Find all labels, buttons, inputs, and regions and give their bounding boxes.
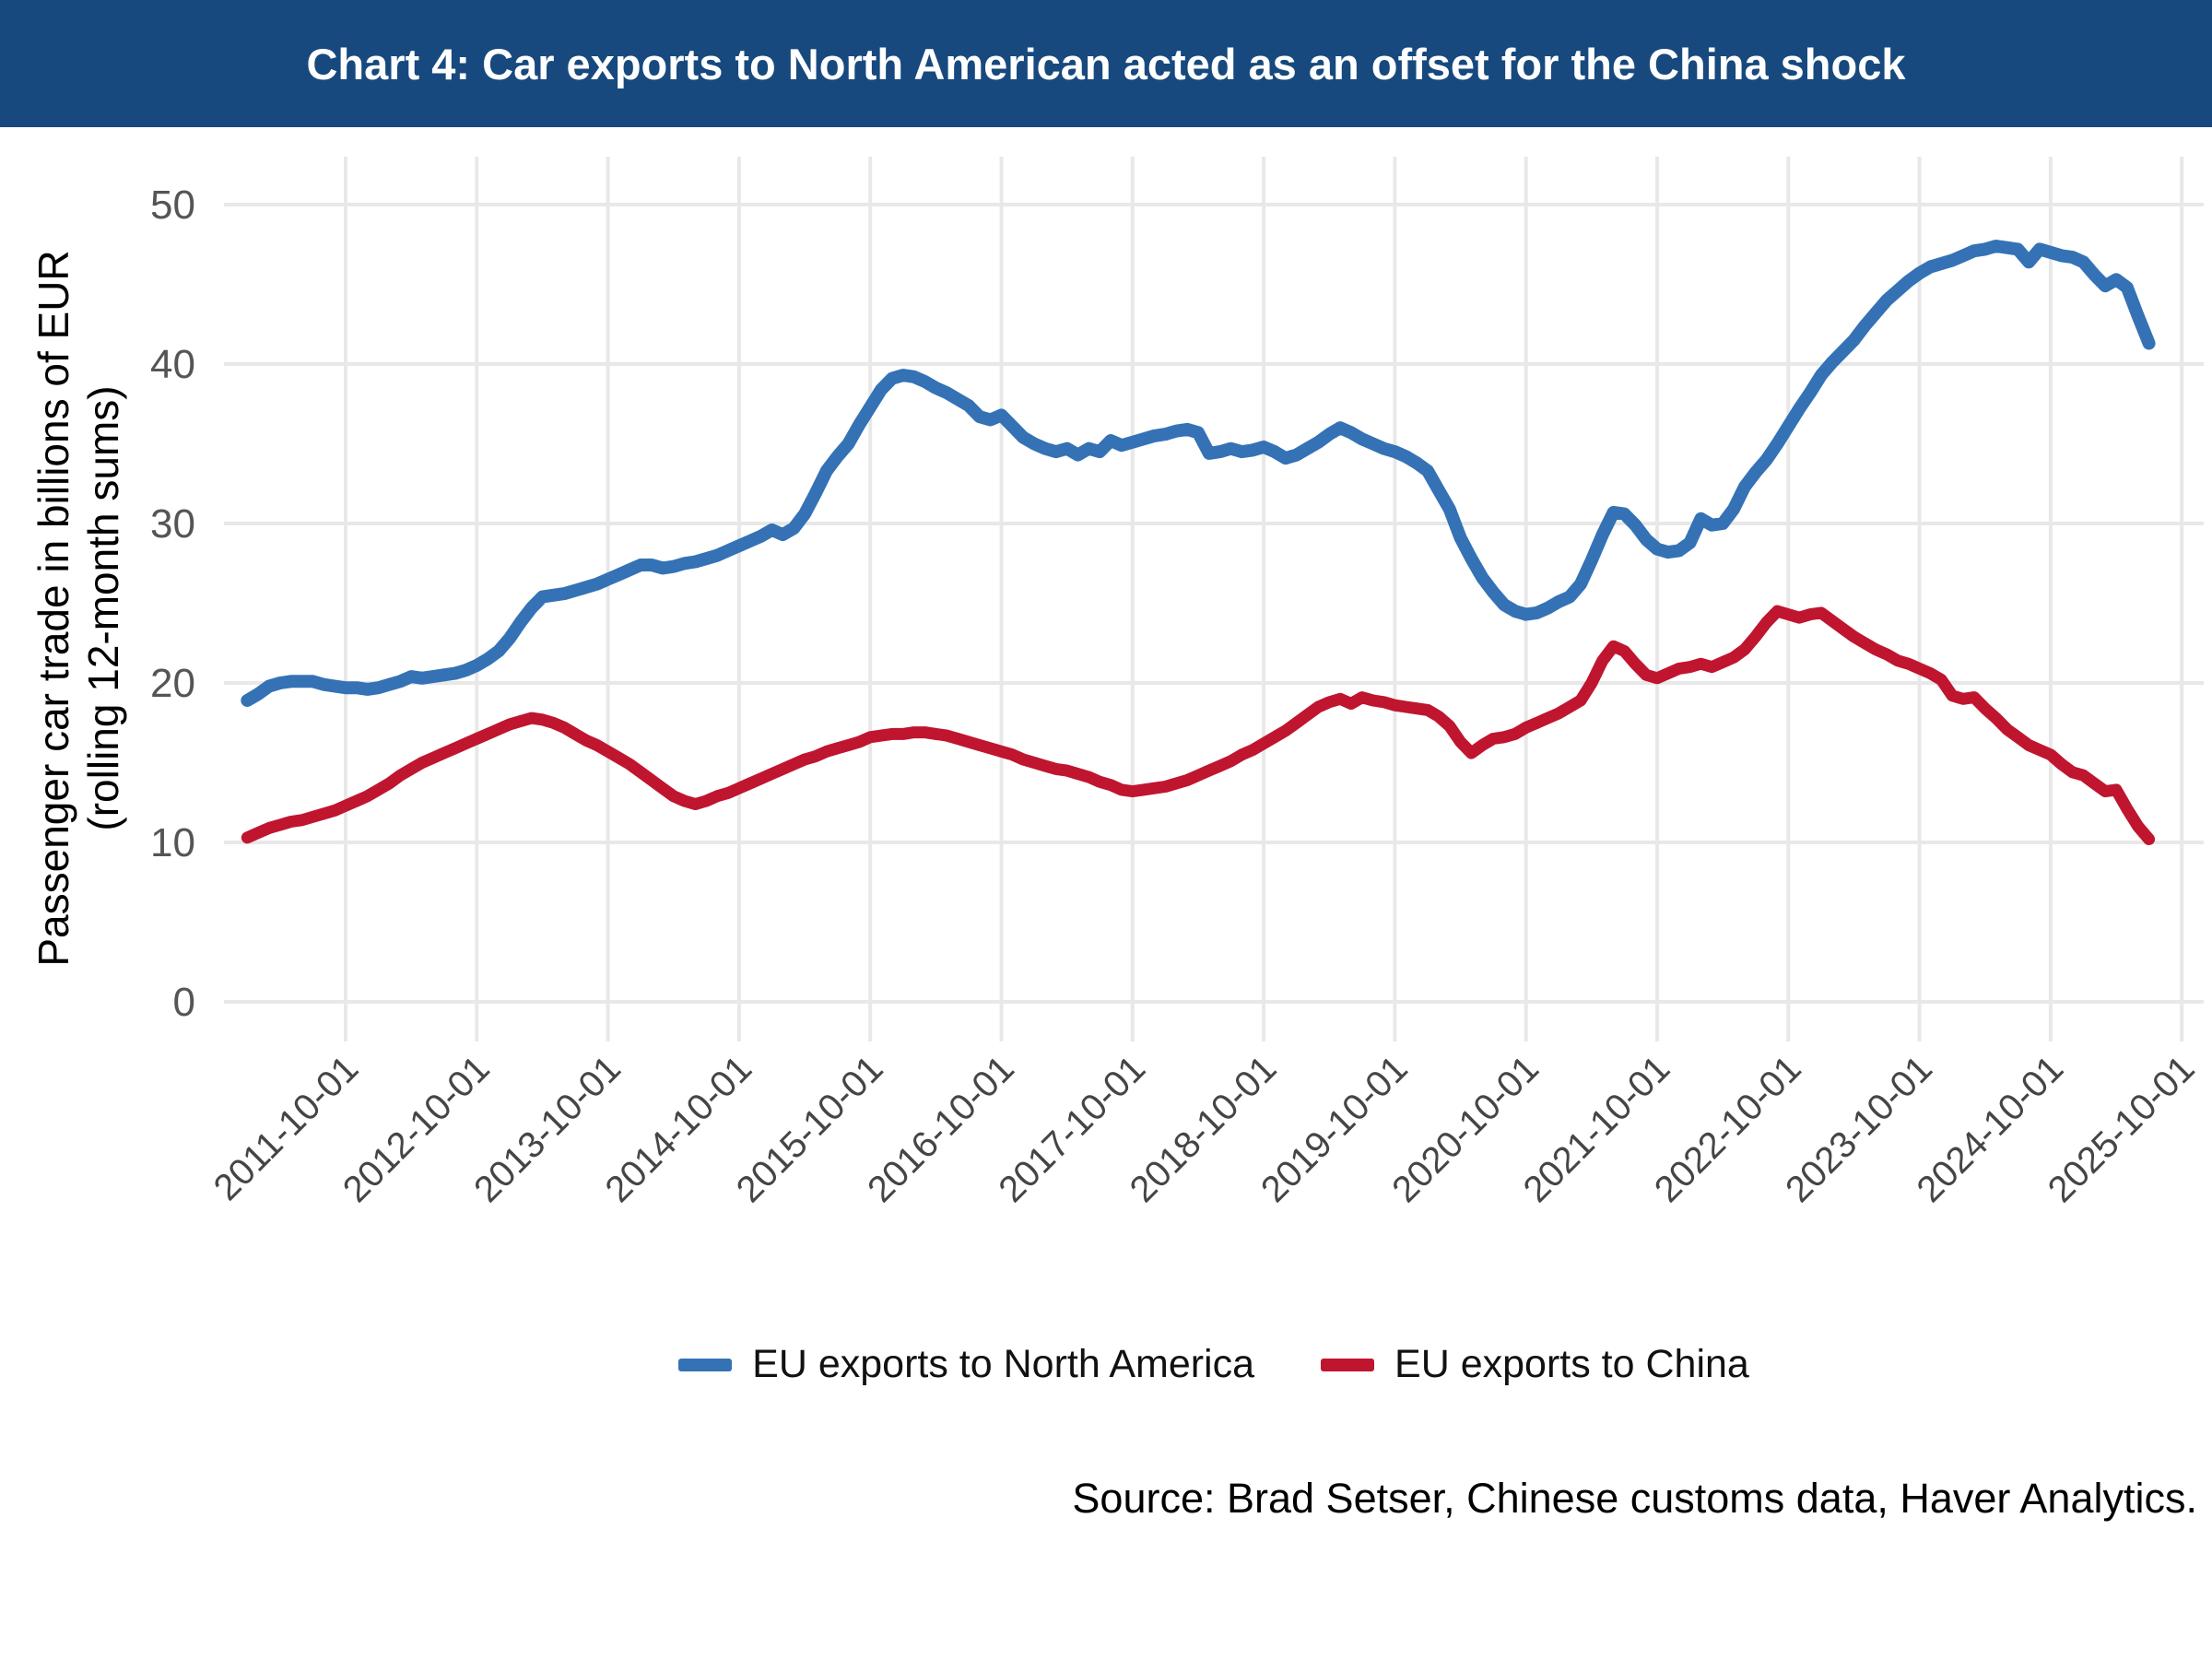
legend-label-china: EU exports to China [1394, 1342, 1749, 1386]
legend-swatch-china-icon [1321, 1358, 1375, 1371]
chart-legend: EU exports to North America EU exports t… [224, 1342, 2204, 1387]
series-line-china [241, 605, 2156, 845]
legend-item-north-america: EU exports to North America [678, 1342, 1254, 1387]
series-line-north-america [241, 240, 2156, 707]
y-tick-label: 20 [150, 661, 195, 706]
y-tick-label: 40 [150, 342, 195, 387]
legend-item-china: EU exports to China [1321, 1342, 1749, 1387]
y-tick-label: 50 [150, 182, 195, 228]
y-tick-label: 10 [150, 820, 195, 865]
title-banner: Chart 4: Car exports to North American a… [0, 0, 2212, 127]
legend-label-north-america: EU exports to North America [752, 1342, 1255, 1386]
y-axis-title-line2: (rolling 12-month sums) [79, 385, 127, 830]
source-note: Source: Brad Setser, Chinese customs dat… [1072, 1475, 2197, 1522]
y-tick-label: 0 [173, 980, 195, 1025]
chart-title: Chart 4: Car exports to North American a… [306, 39, 1906, 88]
y-tick-label: 30 [150, 501, 195, 547]
legend-swatch-north-america-icon [678, 1358, 733, 1371]
y-axis-title-line1: Passenger car trade in billions of EUR [29, 250, 77, 966]
